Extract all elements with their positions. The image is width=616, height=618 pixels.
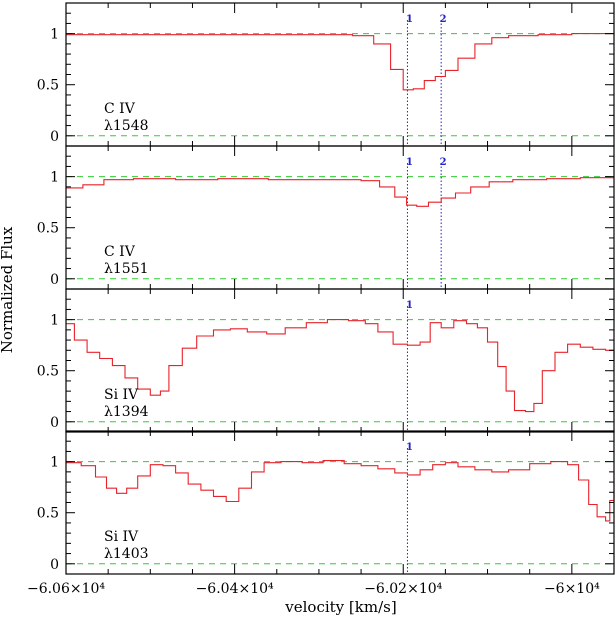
- y-tick-label: 1: [50, 27, 59, 43]
- y-tick-label: 0: [50, 129, 59, 145]
- y-tick-label: 0: [50, 415, 59, 431]
- y-axis-label: Normalized Flux: [0, 226, 16, 353]
- wavelength-label: λ1548: [104, 118, 149, 134]
- y-tick-label: 0.5: [37, 364, 59, 380]
- component-label: 2: [440, 14, 447, 25]
- x-tick-label: −6.06×10⁴: [27, 581, 105, 597]
- ion-label: C IV: [104, 101, 136, 117]
- ion-label: Si IV: [104, 387, 139, 403]
- wavelength-label: λ1551: [104, 261, 149, 277]
- flux-spectrum: [66, 33, 615, 91]
- component-label: 1: [406, 300, 413, 311]
- x-tick-label: −6×10⁴: [544, 581, 600, 597]
- y-tick-label: 1: [50, 170, 59, 186]
- y-tick-label: 0: [50, 557, 59, 573]
- y-tick-label: 1: [50, 313, 59, 329]
- y-tick-label: 0.5: [37, 221, 59, 237]
- component-label: 2: [440, 157, 447, 168]
- flux-spectrum: [66, 319, 615, 413]
- y-tick-label: 0: [50, 272, 59, 288]
- x-axis-tick-labels: −6.06×10⁴ −6.04×10⁴ −6.02×10⁴ −6×10⁴: [27, 581, 600, 597]
- wavelength-label: λ1403: [104, 546, 149, 562]
- component-label: 1: [406, 442, 413, 453]
- x-tick-label: −6.02×10⁴: [364, 581, 442, 597]
- panel-frame: [65, 288, 615, 433]
- y-tick-label: 1: [50, 455, 59, 471]
- flux-spectrum: [66, 177, 614, 207]
- ion-label: C IV: [104, 244, 136, 260]
- y-tick-label: 0.5: [37, 506, 59, 522]
- flux-spectrum: [66, 460, 615, 522]
- y-tick-label: 0.5: [37, 78, 59, 94]
- component-label: 1: [406, 157, 413, 168]
- component-label: 1: [406, 14, 413, 25]
- wavelength-label: λ1394: [104, 404, 149, 420]
- ion-label: Si IV: [104, 529, 139, 545]
- x-tick-label: −6.04×10⁴: [196, 581, 274, 597]
- panel-frame: [65, 430, 615, 575]
- x-axis-label: velocity [km/s]: [284, 598, 396, 616]
